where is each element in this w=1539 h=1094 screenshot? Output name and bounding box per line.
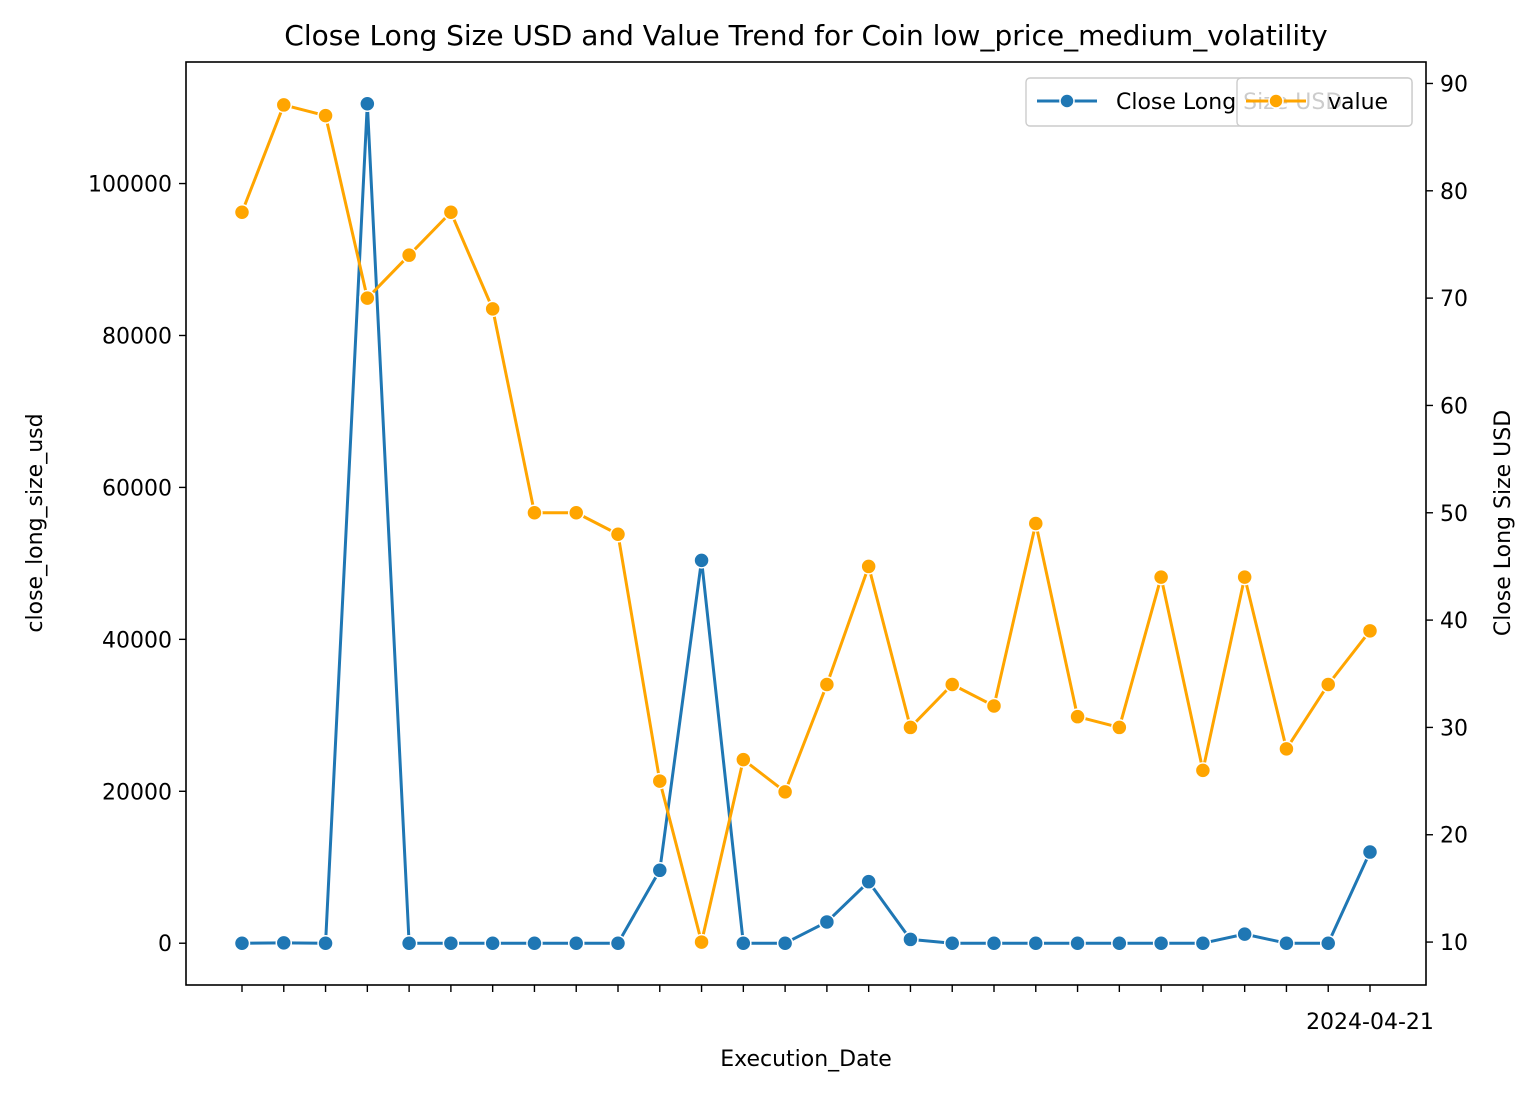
right-tick-label: 30 [1440, 716, 1468, 741]
data-point [1069, 708, 1086, 725]
left-y-axis-title: close_long_size_usd [23, 413, 48, 632]
series-line [240, 103, 1372, 944]
data-point [985, 697, 1003, 715]
data-point [818, 676, 836, 693]
data-point [735, 934, 752, 952]
data-point [1319, 676, 1337, 693]
data-point [651, 772, 669, 790]
data-point [526, 504, 543, 522]
data-point [776, 934, 794, 952]
data-point [359, 95, 376, 113]
data-point [1152, 934, 1170, 952]
data-point [1111, 719, 1128, 736]
left-tick-label: 60000 [102, 476, 172, 501]
data-point [567, 504, 585, 522]
data-point [275, 934, 293, 952]
legend-value: value [1236, 77, 1413, 127]
data-point [1278, 934, 1295, 952]
legend-frame [1236, 77, 1413, 127]
data-point [317, 934, 334, 952]
data-point [400, 246, 418, 264]
data-point [1069, 934, 1086, 952]
data-point [1236, 925, 1253, 943]
data-point [1111, 934, 1128, 952]
series-close-long-size-usd [233, 95, 1379, 952]
data-point [860, 873, 877, 890]
data-point [442, 204, 460, 221]
data-point [1361, 622, 1379, 640]
data-point [233, 204, 251, 221]
right-tick-label: 40 [1440, 609, 1468, 634]
plot-area [185, 61, 1427, 986]
data-point [609, 934, 627, 952]
right-tick-label: 60 [1440, 394, 1468, 419]
data-point [943, 934, 961, 952]
plot-frame [185, 61, 1427, 986]
left-tick-label: 80000 [102, 324, 172, 349]
data-point [484, 934, 501, 952]
legend-label-value: value [1328, 90, 1388, 115]
right-tick-label: 10 [1440, 931, 1468, 956]
data-point [359, 289, 376, 307]
data-point [818, 913, 836, 931]
data-point [484, 300, 501, 318]
left-tick-label: 40000 [102, 628, 172, 653]
data-point [860, 558, 877, 575]
x-axis: 2024-04-21 [241, 985, 1434, 1035]
series-layer [233, 95, 1379, 952]
data-point [735, 751, 752, 768]
data-point [275, 96, 293, 114]
data-point [442, 934, 460, 952]
x-axis-title: Execution_Date [720, 1047, 892, 1072]
data-point [985, 934, 1003, 952]
right-tick-label: 90 [1440, 72, 1468, 97]
data-point [693, 552, 710, 569]
data-point [1027, 934, 1045, 952]
data-point [1194, 762, 1212, 779]
data-point [1152, 568, 1170, 586]
left-y-axis: 0 20000 40000 60000 80000 100000 [88, 173, 186, 957]
data-point [1027, 515, 1045, 532]
left-tick-label: 20000 [102, 780, 172, 805]
data-point [609, 525, 627, 543]
legend-marker-orange [1268, 93, 1284, 109]
data-point [902, 931, 919, 948]
series-value [233, 96, 1379, 951]
right-tick-label: 80 [1440, 180, 1468, 205]
data-point [526, 934, 543, 952]
right-y-axis: 10 20 30 40 50 60 70 80 90 [1426, 72, 1468, 956]
data-point [1194, 934, 1212, 952]
chart-title: Close Long Size USD and Value Trend for … [284, 19, 1327, 52]
data-point [317, 107, 334, 124]
data-point [1361, 843, 1379, 861]
data-point [693, 933, 710, 951]
x-tick-label: 2024-04-21 [1306, 1010, 1434, 1035]
left-tick-label: 0 [158, 932, 172, 957]
data-point [400, 934, 418, 952]
right-tick-label: 70 [1440, 287, 1468, 312]
right-y-axis-title: Close Long Size USD [1491, 410, 1516, 636]
data-point [233, 934, 251, 952]
right-tick-label: 50 [1440, 502, 1468, 527]
data-point [902, 719, 919, 736]
data-point [1236, 568, 1253, 586]
data-point [651, 862, 669, 879]
data-point [567, 934, 585, 952]
legend-marker-blue [1059, 93, 1075, 109]
left-tick-label: 100000 [88, 173, 172, 198]
data-point [1319, 934, 1337, 952]
data-point [776, 783, 794, 801]
data-point [1278, 740, 1295, 758]
data-point [943, 676, 961, 693]
right-tick-label: 20 [1440, 824, 1468, 849]
series-line [241, 102, 1372, 945]
